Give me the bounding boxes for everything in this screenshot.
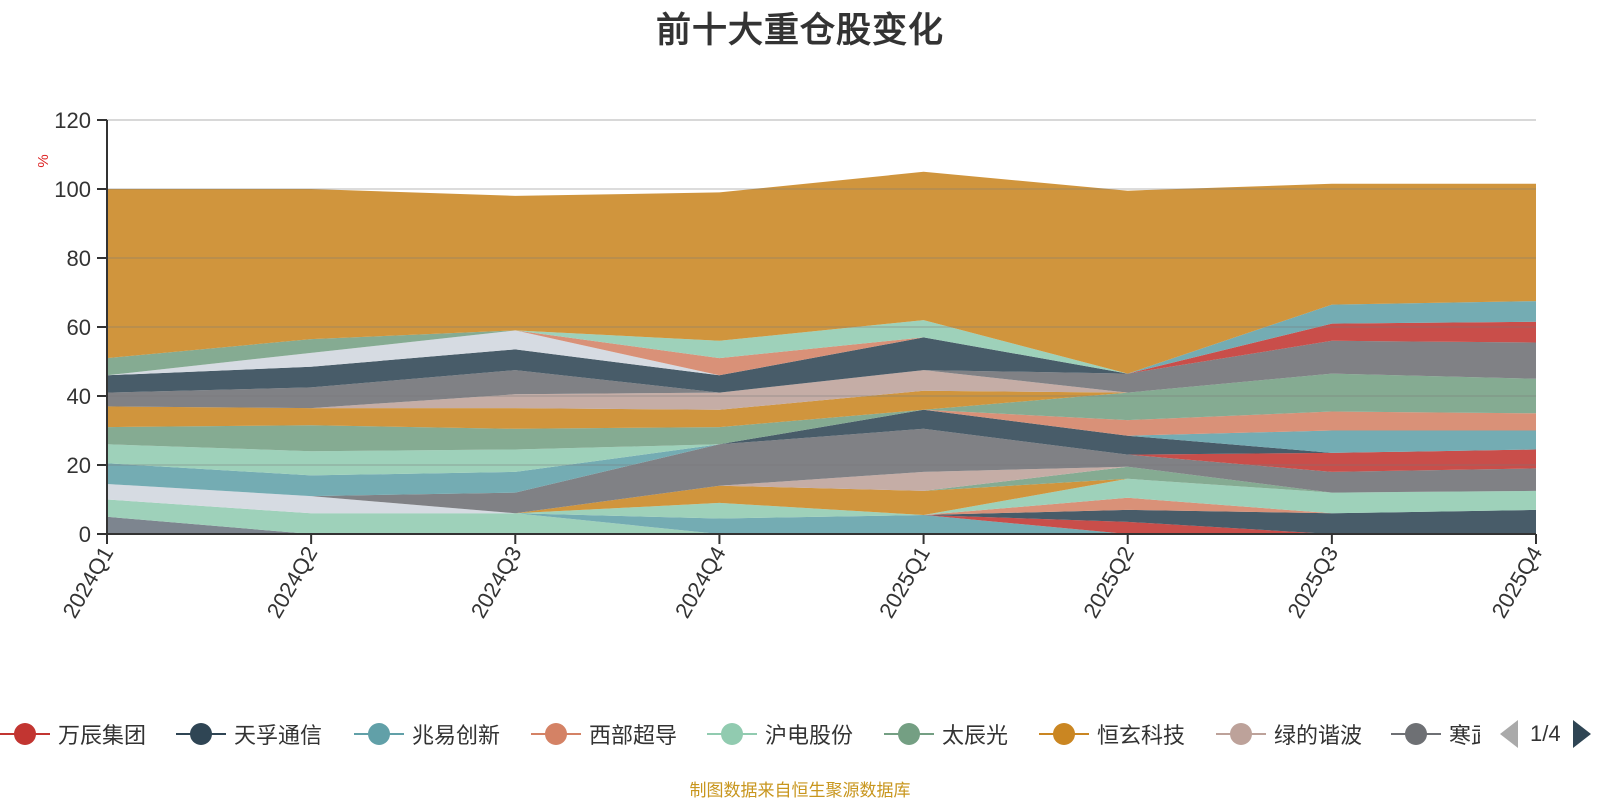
- area-series-7: [107, 497, 1536, 515]
- legend-symbol-icon: [1216, 721, 1266, 747]
- legend-label: 绿的谐波: [1274, 723, 1363, 748]
- area-series-5: [107, 499, 1536, 534]
- legend-next-page-icon[interactable]: [1572, 720, 1591, 748]
- legend: 万辰集团 天孚通信 兆易创新 西部超导 沪电股份 太辰光 恒玄科技 绿的谐波 寒武纪: [0, 716, 1480, 752]
- legend-label: 太辰光: [942, 723, 1009, 748]
- y-tick-label-60: 60: [67, 315, 91, 340]
- x-tick-label-2024Q3: 2024Q3: [466, 542, 527, 622]
- area-series-22: [107, 370, 1536, 410]
- legend-item[interactable]: 寒武纪: [1391, 716, 1480, 752]
- legend-label: 天孚通信: [234, 723, 323, 748]
- legend-label: 兆易创新: [412, 723, 501, 748]
- source-note: 制图数据来自恒生聚源数据库: [689, 781, 911, 800]
- legend-item[interactable]: 万辰集团: [0, 716, 146, 752]
- legend-prev-page-icon[interactable]: [1500, 720, 1518, 748]
- legend-page-indicator: 1/4: [1530, 721, 1561, 746]
- area-series-6: [107, 499, 1536, 519]
- y-tick-label-0: 0: [79, 522, 91, 547]
- legend-symbol-icon: [176, 721, 226, 747]
- area-series-12: [107, 466, 1536, 514]
- legend-item[interactable]: 西部超导: [531, 716, 677, 752]
- y-tick-label-120: 120: [54, 108, 91, 133]
- legend-symbol-icon: [707, 721, 757, 747]
- area-series-15: [107, 428, 1536, 476]
- legend-item[interactable]: 兆易创新: [354, 716, 500, 752]
- legend-symbol-icon: [354, 721, 404, 747]
- area-series-28: [107, 320, 1536, 376]
- area-series-25: [107, 321, 1536, 376]
- x-tick-label-2024Q4: 2024Q4: [670, 542, 731, 622]
- x-tick-label-2025Q3: 2025Q3: [1282, 542, 1343, 622]
- area-series-30: [107, 301, 1536, 374]
- x-tick-label-2025Q1: 2025Q1: [874, 542, 935, 622]
- area-series-24: [107, 337, 1536, 393]
- y-tick-label-20: 20: [67, 453, 91, 478]
- area-series-8: [107, 478, 1536, 515]
- legend-symbol-icon: [0, 721, 50, 747]
- legend-item[interactable]: 绿的谐波: [1216, 716, 1362, 752]
- legend-item[interactable]: 太辰光: [884, 716, 1008, 752]
- y-tick-label-80: 80: [67, 246, 91, 271]
- area-series-14: [107, 428, 1536, 497]
- area-series-20: [107, 373, 1536, 452]
- area-series-29: [107, 320, 1536, 376]
- area-series-27: [107, 321, 1536, 376]
- area-series-31: [107, 171, 1536, 374]
- area-series-19: [107, 409, 1536, 452]
- legend-pager: 1/4: [1500, 716, 1591, 752]
- x-tick-label-2025Q2: 2025Q2: [1078, 542, 1139, 622]
- area-series-18: [107, 409, 1536, 476]
- legend-label: 西部超导: [589, 723, 678, 748]
- legend-label: 沪电股份: [765, 723, 854, 748]
- area-series-1: [107, 516, 1536, 534]
- area-series-17: [107, 409, 1536, 476]
- area-series-4: [107, 499, 1536, 534]
- x-tick-label-2024Q1: 2024Q1: [58, 542, 119, 622]
- legend-item[interactable]: 恒玄科技: [1039, 716, 1185, 752]
- area-series-21: [107, 373, 1536, 429]
- legend-symbol-icon: [884, 721, 934, 747]
- y-axis-unit-label: %: [35, 154, 52, 167]
- legend-item[interactable]: 天孚通信: [176, 716, 322, 752]
- y-tick-label-40: 40: [67, 384, 91, 409]
- y-tick-label-100: 100: [54, 177, 91, 202]
- area-series-10: [107, 466, 1536, 514]
- legend-label: 万辰集团: [58, 723, 147, 748]
- area-series-9: [107, 478, 1536, 515]
- area-series-2: [107, 499, 1536, 534]
- area-series-13: [107, 428, 1536, 514]
- x-tick-label-2025Q4: 2025Q4: [1487, 542, 1548, 622]
- x-tick-label-2024Q2: 2024Q2: [262, 542, 323, 622]
- area-series-26: [107, 321, 1536, 376]
- legend-item[interactable]: 沪电股份: [707, 716, 853, 752]
- legend-symbol-icon: [1039, 721, 1089, 747]
- legend-label: 恒玄科技: [1097, 723, 1186, 748]
- legend-label: 寒武纪: [1449, 723, 1480, 748]
- legend-symbol-icon: [1391, 721, 1441, 747]
- area-series-23: [107, 340, 1536, 409]
- chart-title: 前十大重仓股变化: [655, 11, 944, 50]
- legend-symbol-icon: [531, 721, 581, 747]
